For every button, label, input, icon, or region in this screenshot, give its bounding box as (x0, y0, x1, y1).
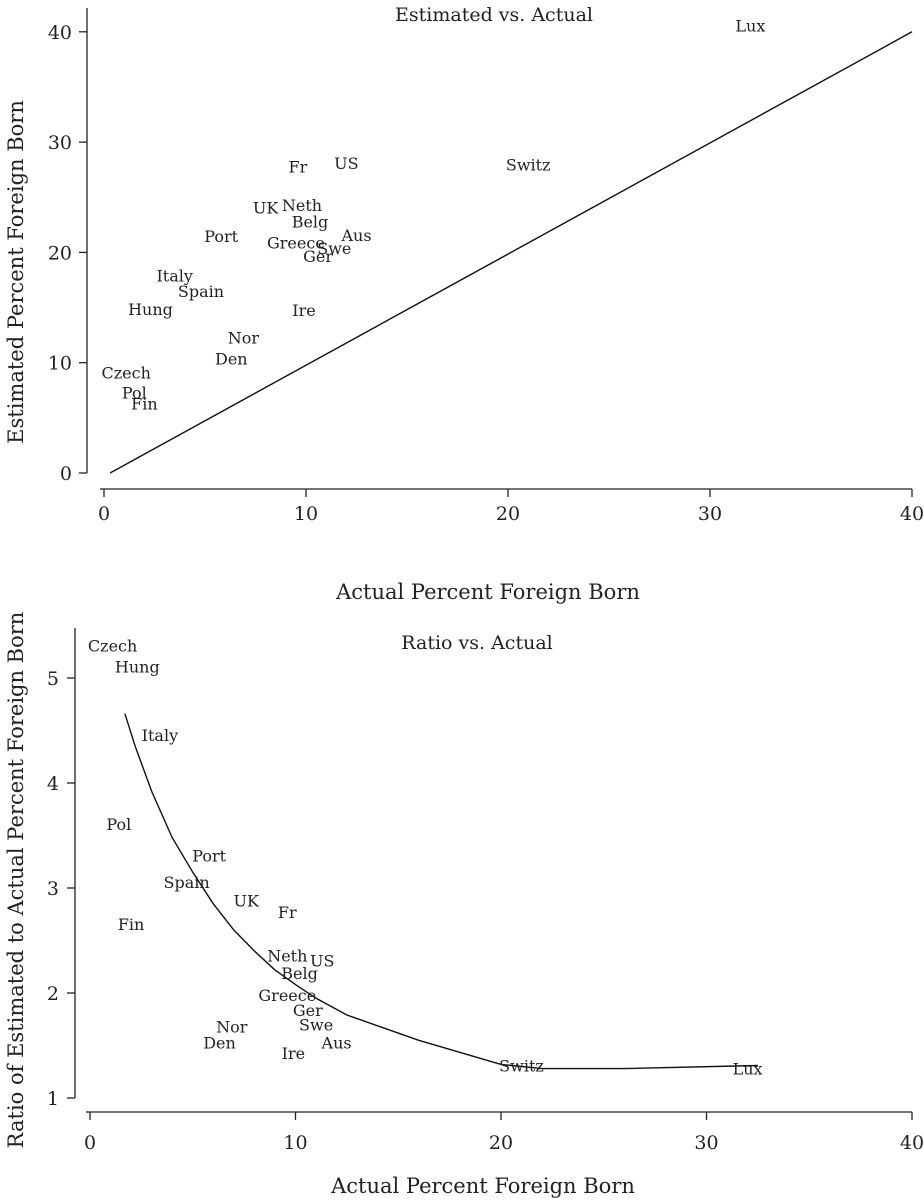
point-label-fr: Fr (289, 158, 308, 177)
point-label-czech: Czech (88, 637, 137, 656)
x-tick-label: 30 (698, 503, 722, 525)
panel-ratio-vs-actual: Ratio vs. Actual Actual Percent Foreign … (4, 612, 924, 1198)
point-label-neth: Neth (282, 196, 322, 215)
point-label-switz: Switz (499, 1057, 544, 1076)
x-tick-label: 0 (98, 503, 110, 525)
point-label-us: US (334, 154, 358, 173)
x-tick-label: 20 (489, 1132, 513, 1154)
point-label-fr: Fr (278, 903, 297, 922)
chart-title: Estimated vs. Actual (395, 4, 593, 26)
y-tick-label: 0 (60, 463, 72, 485)
y-tick-label: 4 (47, 773, 59, 795)
point-label-uk: UK (253, 198, 279, 217)
point-label-greece: Greece (258, 986, 316, 1005)
y-tick-label: 1 (47, 1088, 59, 1110)
point-label-aus: Aus (321, 1033, 352, 1052)
chart-title: Ratio vs. Actual (401, 632, 552, 654)
point-label-fin: Fin (118, 915, 145, 934)
point-label-switz: Switz (506, 155, 551, 174)
point-label-pol: Pol (122, 384, 147, 403)
point-label-aus: Aus (340, 226, 371, 245)
point-label-ger: Ger (293, 1001, 323, 1020)
point-label-ire: Ire (292, 301, 315, 320)
x-tick-label: 0 (84, 1132, 96, 1154)
point-label-lux: Lux (733, 1060, 763, 1079)
point-label-belg: Belg (292, 213, 329, 232)
y-axis-label: Ratio of Estimated to Actual Percent For… (4, 612, 28, 1149)
point-label-czech: Czech (101, 364, 150, 383)
point-label-swe: Swe (299, 1016, 333, 1035)
x-axis-label: Actual Percent Foreign Born (330, 1174, 635, 1198)
point-label-hung: Hung (115, 658, 160, 677)
point-label-uk: UK (233, 892, 259, 911)
y-axis-label: Estimated Percent Foreign Born (4, 100, 28, 444)
x-tick-label: 40 (900, 1132, 924, 1154)
point-label-den: Den (203, 1033, 236, 1052)
y-tick-label: 20 (48, 242, 72, 264)
x-tick-label: 30 (694, 1132, 718, 1154)
point-label-us: US (310, 952, 334, 971)
point-label-neth: Neth (267, 946, 307, 965)
point-label-lux: Lux (735, 16, 765, 35)
panel-estimated-vs-actual: Estimated vs. Actual Actual Percent Fore… (4, 4, 924, 604)
y-tick-label: 2 (47, 983, 59, 1005)
x-tick-label: 10 (283, 1132, 307, 1154)
fitted-curve (124, 713, 758, 1070)
x-tick-label: 10 (294, 503, 318, 525)
point-label-spain: Spain (164, 873, 210, 892)
point-label-swe: Swe (317, 239, 351, 258)
y-tick-label: 3 (47, 878, 59, 900)
point-label-den: Den (215, 349, 248, 368)
point-label-port: Port (204, 227, 238, 246)
x-axis-label: Actual Percent Foreign Born (335, 580, 640, 604)
y-tick-label: 30 (48, 132, 72, 154)
point-label-ger: Ger (303, 247, 333, 266)
point-label-hung: Hung (128, 300, 173, 319)
y-tick-label: 10 (48, 353, 72, 375)
y-tick-label: 5 (47, 668, 59, 690)
y-tick-label: 40 (48, 22, 72, 44)
x-tick-label: 40 (900, 503, 924, 525)
x-tick-label: 20 (496, 503, 520, 525)
point-label-fin: Fin (131, 395, 158, 414)
point-label-belg: Belg (281, 964, 318, 983)
point-label-spain: Spain (178, 282, 224, 301)
point-label-port: Port (192, 847, 226, 866)
point-label-italy: Italy (142, 726, 178, 745)
point-label-italy: Italy (156, 267, 192, 286)
point-label-ire: Ire (282, 1044, 305, 1063)
point-label-nor: Nor (228, 328, 260, 347)
reference-line-45deg (109, 31, 913, 474)
point-label-nor: Nor (216, 1018, 248, 1037)
point-label-greece: Greece (267, 234, 325, 253)
point-label-pol: Pol (106, 815, 131, 834)
